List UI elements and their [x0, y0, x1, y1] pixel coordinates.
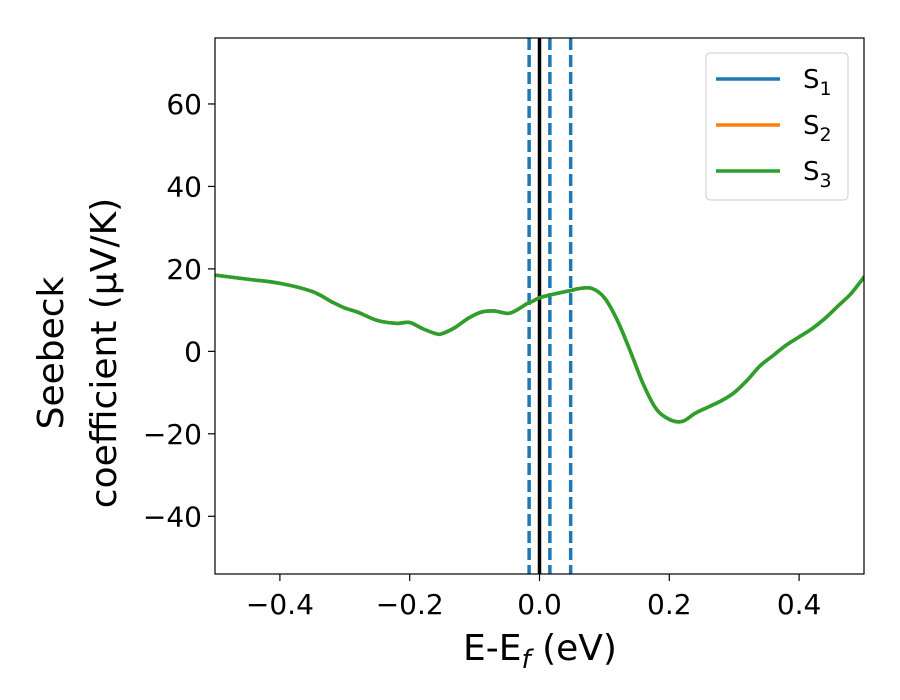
x-tick-label: −0.2 [376, 588, 444, 621]
x-axis: −0.4 −0.2 0.0 0.2 0.4 [246, 574, 821, 621]
y-tick-label: 60 [166, 88, 202, 121]
y-tick-label: −20 [143, 418, 202, 451]
legend-label-s2: S2 [803, 111, 832, 146]
legend: S1 S2 S3 [705, 52, 849, 201]
legend-label-s3: S3 [803, 157, 832, 192]
series-line-s3 [215, 273, 864, 424]
legend-label-s1: S1 [803, 65, 832, 100]
x-tick-label: 0.4 [777, 588, 822, 621]
x-tick-label: −0.4 [246, 588, 314, 621]
y-axis: −40 −20 0 20 40 60 [143, 88, 215, 533]
x-tick-label: 0.2 [647, 588, 692, 621]
y-tick-label: 0 [184, 335, 202, 368]
y-tick-label: 40 [166, 170, 202, 203]
y-axis-title: Seebeck coefficient (μV/K) [31, 198, 125, 508]
y-tick-label: 20 [166, 253, 202, 286]
y-tick-label: −40 [143, 500, 202, 533]
x-axis-title: E-Ef (eV) [463, 628, 617, 675]
y-axis-title-line2: coefficient (μV/K) [84, 198, 125, 508]
x-tick-label: 0.0 [517, 588, 562, 621]
y-axis-title-line1: Seebeck [31, 276, 72, 429]
